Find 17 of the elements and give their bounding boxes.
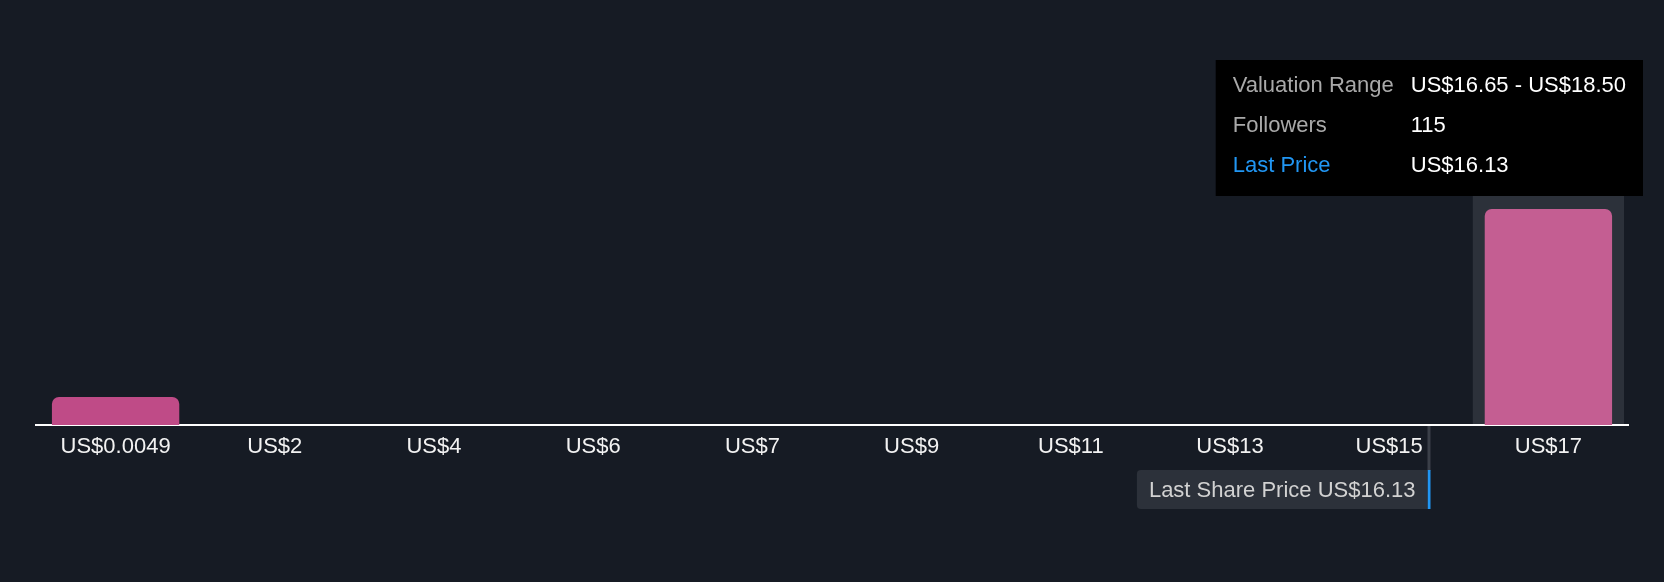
text: Followers: [1232, 112, 1327, 137]
x-tick-label: US$13: [1196, 433, 1264, 459]
text: Last Price: [1232, 152, 1331, 177]
x-tick-label: US$7: [724, 433, 780, 459]
x-tick-label: US$11: [1037, 433, 1104, 459]
x-tick-label: US$4: [406, 433, 462, 459]
x-tick-label: US$6: [565, 433, 621, 459]
x-tick-label: US$17: [1514, 433, 1583, 459]
x-tick-label: US$2: [247, 433, 303, 459]
text: Valuation Range: [1232, 72, 1394, 97]
text: US$16.13: [1410, 152, 1509, 177]
text: Last Share Price US$16.13: [1148, 477, 1416, 502]
x-tick-label: US$9: [884, 433, 940, 459]
text: 115: [1410, 112, 1446, 137]
text: US$16.65 - US$18.50: [1410, 72, 1627, 97]
x-tick-label: US$15: [1355, 433, 1423, 459]
x-tick-label: US$0.0049: [60, 433, 171, 459]
